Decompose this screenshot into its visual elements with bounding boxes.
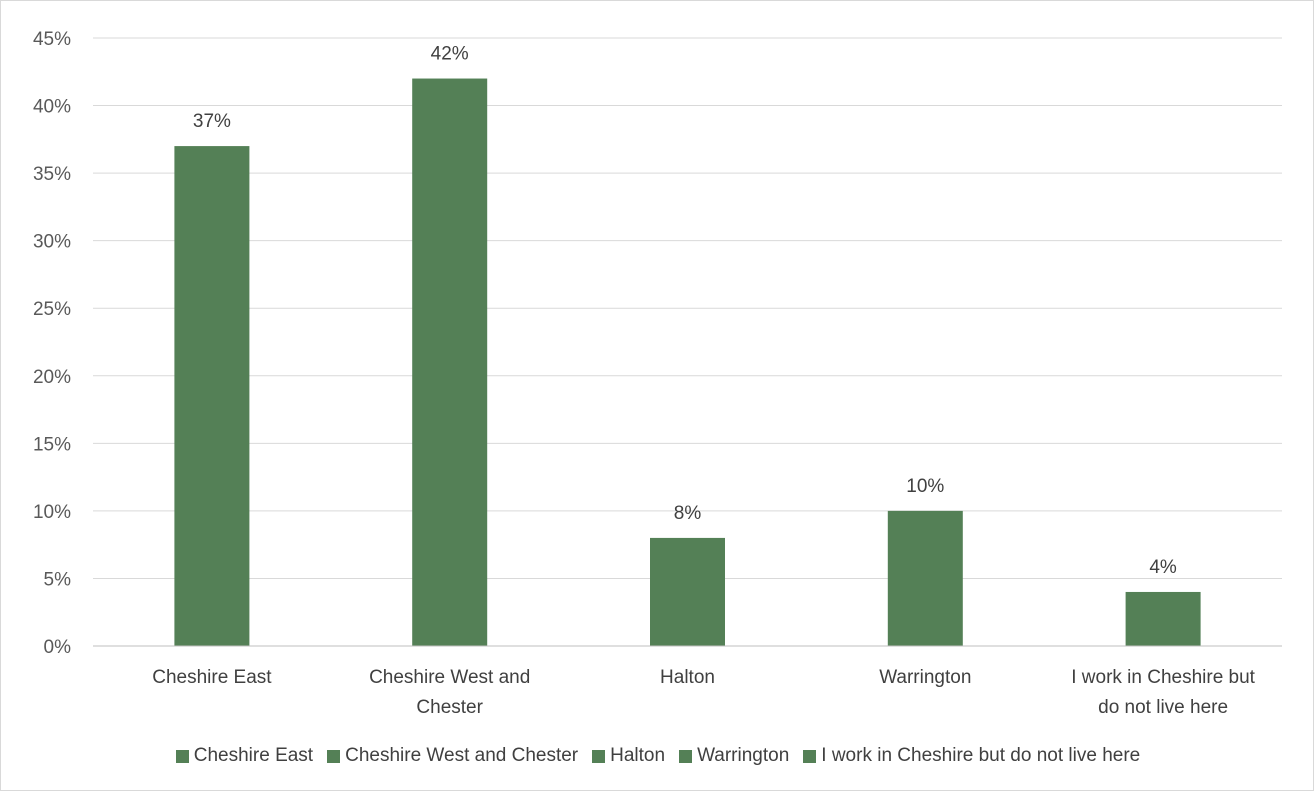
legend-swatch [327,749,341,763]
data-label: 10% [906,476,944,497]
y-tick-label: 5% [44,569,72,590]
y-tick-label: 30% [33,232,71,253]
legend-item: Cheshire East [175,745,314,767]
gridlines [93,37,1282,579]
category-label: Halton [660,667,715,688]
legend-item: Warrington [679,745,789,767]
legend-swatch [175,749,189,763]
category-label: Cheshire East [152,667,272,688]
y-tick-label: 40% [33,97,71,118]
data-labels: 37% 42% 8% 10% 4% [193,44,1177,578]
legend-swatch [592,749,606,763]
bars [174,78,1201,647]
bar [1125,591,1201,646]
bar [887,510,963,646]
category-label: I work in Cheshire but do not live here [1071,667,1255,718]
data-label: 37% [193,111,231,132]
bar-chart: 0% 5% 10% 15% 20% 25% 30% 35% 40% 45% 37% 42% 8% 10%… [33,29,1282,718]
y-axis-ticks: 0% 5% 10% 15% 20% 25% 30% 35% 40% 45% [33,29,71,658]
legend-item: Halton [592,745,665,767]
data-label: 4% [1149,557,1177,578]
data-label: 42% [431,44,469,65]
y-tick-label: 25% [33,299,71,320]
legend-swatch [679,749,693,763]
y-tick-label: 45% [33,29,71,50]
y-tick-label: 10% [33,502,71,523]
legend-label: Warrington [697,745,790,766]
legend-item: I work in Cheshire but do not live here [803,745,1140,767]
legend-swatch [803,749,817,763]
legend-label: I work in Cheshire but do not live here [821,745,1141,766]
legend-label: Halton [610,745,666,766]
bar [174,146,250,647]
category-labels: Cheshire East Cheshire West and Chester Hal… [152,667,1255,718]
category-label: Cheshire West and Chester [369,667,530,718]
bar [412,78,488,647]
y-tick-label: 15% [33,434,71,455]
legend: Cheshire East Cheshire West and Chester Ha… [1,745,1314,767]
bar [650,537,725,646]
category-label: Warrington [879,667,971,688]
legend-item: Cheshire West and Chester [327,745,578,767]
data-label: 8% [674,503,702,524]
legend-label: Cheshire East [193,745,314,766]
y-tick-label: 20% [33,367,71,388]
y-tick-label: 35% [33,164,71,185]
y-tick-label: 0% [44,637,72,658]
legend-label: Cheshire West and Chester [345,745,579,766]
